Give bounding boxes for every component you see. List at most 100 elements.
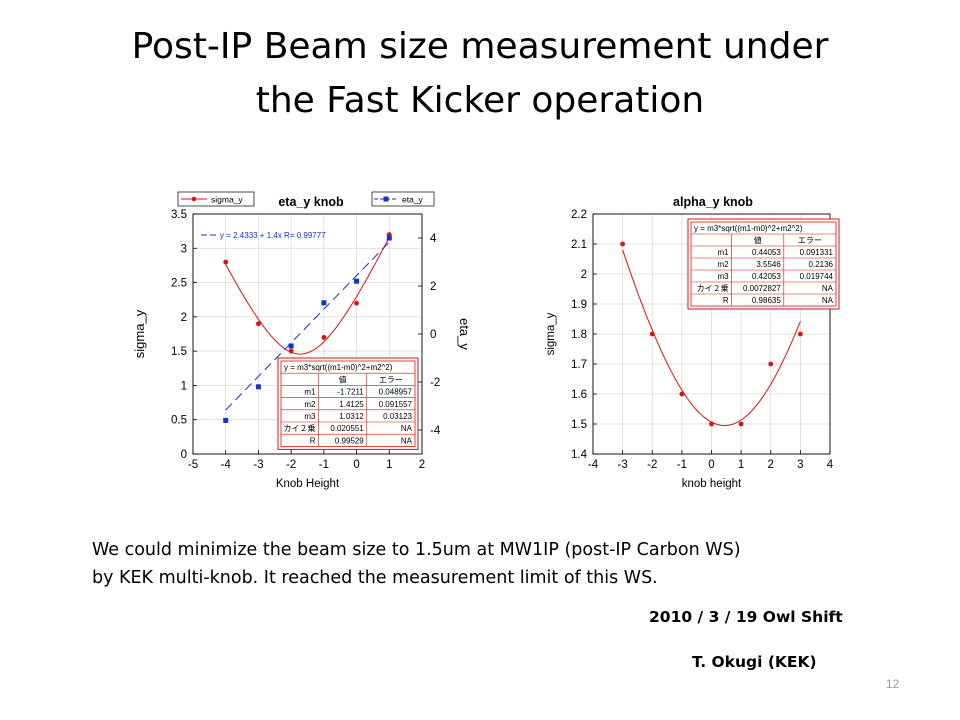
y-tick-label: 1.5 (571, 419, 587, 431)
fit-param-error: 0.091331 (800, 248, 834, 257)
x-tick-label: 0 (708, 459, 714, 471)
caption-line-1: We could minimize the beam size to 1.5um… (92, 540, 741, 560)
fit-param-error: NA (401, 436, 413, 445)
x-tick-label: -2 (647, 459, 657, 471)
sigma-point (768, 361, 774, 367)
fit-formula: y = m3*sqrt((m1-m0)^2+m2^2) (694, 224, 803, 233)
y-tick-label: 2 (581, 269, 587, 281)
y2-tick-label: 2 (430, 281, 436, 293)
y-tick-label: 3 (181, 243, 187, 255)
eta-point (386, 235, 392, 241)
sigma-point (321, 335, 327, 340)
x-tick-label: -3 (618, 459, 628, 471)
fit-param-error: NA (822, 296, 834, 305)
y-tick-label: 1 (181, 380, 187, 392)
fit-param-error: 0.03123 (383, 412, 412, 421)
x-tick-label: -3 (253, 459, 263, 471)
eta-point (255, 384, 261, 390)
fit-header-value: 値 (339, 374, 347, 384)
y-axis-label: sigma_y (132, 309, 147, 358)
eta-point (321, 300, 327, 306)
fit-param-value: 0.99529 (335, 436, 364, 445)
sigma-point (620, 241, 626, 247)
eta-point (354, 278, 360, 284)
y-tick-label: 2.1 (571, 239, 587, 251)
author: T. Okugi (KEK) (692, 653, 817, 671)
y-tick-label: 2.2 (571, 209, 587, 221)
legend-eta-box (371, 191, 435, 207)
slide-title: Post-IP Beam size measurement under the … (0, 20, 960, 128)
caption: We could minimize the beam size to 1.5um… (92, 536, 741, 592)
fit-param-value: 1.0312 (339, 412, 364, 421)
y-tick-label: 0.5 (171, 415, 187, 427)
fit-header-error: エラー (379, 375, 403, 384)
fit-table-inner (280, 360, 416, 447)
fit-param-value: 0.44053 (752, 248, 781, 257)
legend-sigma-marker (191, 196, 197, 202)
sigma-point (679, 391, 685, 397)
fit-param-value: 0.98635 (752, 296, 781, 305)
fit-param-name: カイ２乗 (284, 423, 316, 433)
legend-eta-label: eta_y (402, 195, 424, 205)
x-tick-label: -4 (221, 459, 232, 471)
fit-param-value: 0.020551 (330, 424, 364, 433)
y2-axis-label: eta_y (457, 318, 472, 350)
fit-param-name: R (723, 296, 729, 305)
alpha-y-knob-chart: -4 -3 -2 -1 0 1 2 3 4 1.4 1.5 1.6 1.7 1.8 1.9 2 2.1 2.2 al… (545, 195, 840, 490)
fit-param-error: 0.048957 (379, 388, 413, 397)
sigma-point (797, 331, 803, 337)
sigma-point (256, 321, 261, 327)
x-axis-label: Knob Height (276, 478, 340, 490)
sigma-point (709, 421, 714, 427)
fit-param-name: m2 (717, 260, 729, 269)
x-tick-label: -5 (188, 459, 198, 471)
fit-header-error: エラー (798, 236, 822, 245)
eta-point (288, 343, 294, 349)
legend-sigma-label: sigma_y (211, 195, 243, 205)
page-number: 12 (886, 677, 900, 691)
fit-param-error: 0.091557 (379, 400, 413, 409)
eta-fit-line (225, 241, 390, 411)
x-tick-label: -1 (677, 459, 687, 471)
y2-tick-label: -4 (430, 425, 441, 437)
y-tick-label: 1.7 (571, 359, 587, 371)
y-tick-label: 1.4 (571, 449, 588, 461)
y-axis-label: sigma_y (545, 312, 557, 355)
caption-line-2: by KEK multi-knob. It reached the measur… (92, 568, 658, 588)
sigma-point (354, 300, 359, 306)
sigma-fit-curve (225, 236, 390, 355)
line-fit-label: y = 2.4333 + 1.4x R= 0.99777 (220, 231, 326, 240)
slide-title-line-1: Post-IP Beam size measurement under (131, 26, 829, 67)
sigma-point (223, 259, 229, 265)
fit-param-name: m1 (717, 248, 729, 257)
fit-formula: y = m3*sqrt((m1-m0)^2+m2^2) (284, 363, 393, 372)
x-tick-label: 1 (738, 459, 744, 471)
x-tick-label: 4 (827, 459, 834, 471)
y-tick-label: 1.8 (571, 329, 587, 341)
fit-param-name: カイ２乗 (697, 283, 729, 293)
shift-date: 2010 / 3 / 19 Owl Shift (649, 608, 843, 626)
x-tick-label: 3 (797, 459, 803, 471)
x-tick-label: -4 (588, 459, 599, 471)
fit-param-value: -1.7211 (337, 388, 364, 397)
x-tick-label: -1 (319, 459, 329, 471)
fit-param-value: 0.42053 (752, 272, 781, 281)
y-tick-label: 0 (181, 449, 187, 461)
y-tick-label: 1.5 (171, 346, 187, 358)
fit-header-value: 値 (754, 235, 762, 245)
x-tick-label: -2 (286, 459, 296, 471)
sigma-point (738, 421, 744, 427)
fit-param-value: 3.5546 (756, 260, 781, 269)
y-tick-label: 1.9 (571, 299, 587, 311)
fit-param-error: NA (401, 424, 413, 433)
x-tick-label: 1 (386, 459, 392, 471)
eta-point (223, 417, 229, 423)
legend-eta-marker (383, 196, 389, 202)
chart-title: eta_y knob (278, 195, 344, 209)
fit-param-value: 0.0072827 (743, 284, 781, 293)
legend-sigma-box (177, 191, 255, 207)
fit-param-error: NA (822, 284, 834, 293)
y-tick-label: 1.6 (571, 389, 587, 401)
y2-tick-label: 0 (430, 329, 436, 341)
y-tick-label: 3.5 (171, 209, 187, 221)
